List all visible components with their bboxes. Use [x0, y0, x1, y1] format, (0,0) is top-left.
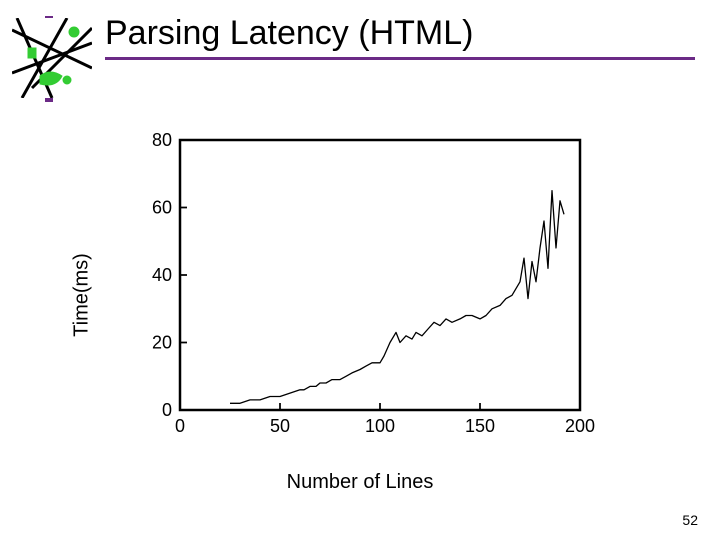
slide-title: Parsing Latency (HTML)	[105, 14, 700, 53]
svg-text:60: 60	[152, 198, 172, 218]
svg-text:80: 80	[152, 130, 172, 150]
svg-text:0: 0	[162, 400, 172, 420]
svg-text:150: 150	[465, 416, 495, 436]
chart-svg: 0 50 100 150 200 0 20 40 60 80	[100, 130, 620, 460]
title-block: Parsing Latency (HTML)	[105, 14, 700, 60]
y-axis-label: Time(ms)	[70, 253, 93, 337]
svg-text:100: 100	[365, 416, 395, 436]
slide-logo	[12, 18, 92, 98]
slide: Parsing Latency (HTML) 0 50 100 150 200 0 20 40…	[0, 0, 720, 540]
svg-text:20: 20	[152, 333, 172, 353]
svg-text:40: 40	[152, 265, 172, 285]
svg-text:200: 200	[565, 416, 595, 436]
title-underline	[105, 57, 695, 60]
page-number: 52	[682, 512, 698, 528]
latency-chart: 050100150200020406080 Time(ms) Number of…	[100, 130, 620, 460]
svg-text:50: 50	[270, 416, 290, 436]
svg-text:0: 0	[175, 416, 185, 436]
x-axis-label: Number of Lines	[287, 471, 434, 494]
